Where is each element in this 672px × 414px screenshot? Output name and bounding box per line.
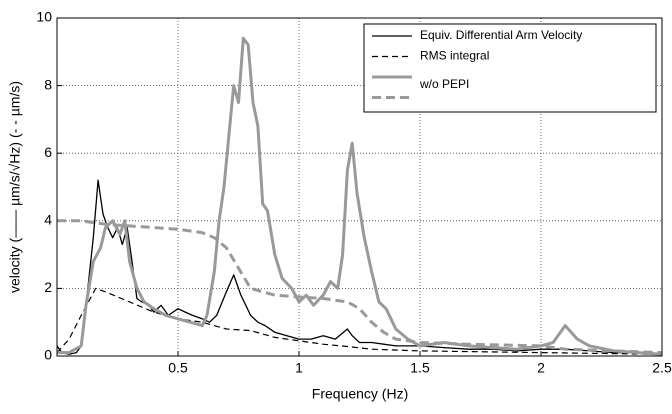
x-axis-label: Frequency (Hz) bbox=[312, 386, 408, 402]
y-tick-label: 8 bbox=[44, 76, 52, 92]
y-axis-label: velocity (—— µm/s/√Hz) (- - µm/s) bbox=[7, 81, 23, 293]
legend-box bbox=[363, 23, 657, 113]
series-line bbox=[57, 36, 662, 356]
y-tick-label: 10 bbox=[36, 9, 52, 25]
series-line bbox=[57, 287, 662, 355]
legend-label: Equiv. Differential Arm Velocity bbox=[420, 28, 582, 42]
y-tick-label: 2 bbox=[44, 279, 52, 295]
y-tick-label: 6 bbox=[44, 144, 52, 160]
x-tick-label: 2.5 bbox=[652, 360, 672, 376]
series-line bbox=[57, 179, 662, 355]
x-tick-label: 1 bbox=[295, 360, 303, 376]
x-tick-label: 0.5 bbox=[168, 360, 188, 376]
legend-label: RMS integral bbox=[420, 49, 489, 63]
y-tick-label: 4 bbox=[44, 212, 52, 228]
series-line bbox=[57, 219, 662, 355]
x-tick-label: 2 bbox=[537, 360, 545, 376]
x-tick-label: 1.5 bbox=[410, 360, 430, 376]
legend-label: w/o PEPI bbox=[419, 77, 469, 91]
plot-frame bbox=[56, 17, 663, 357]
y-tick-label: 0 bbox=[44, 347, 52, 363]
